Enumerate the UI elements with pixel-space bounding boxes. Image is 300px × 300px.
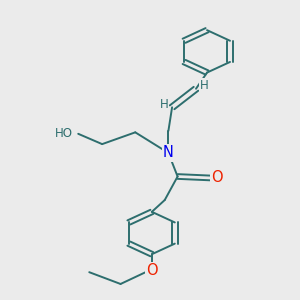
Text: HO: HO: [55, 127, 73, 140]
Text: O: O: [212, 170, 223, 185]
Text: N: N: [163, 146, 174, 160]
Text: H: H: [160, 98, 168, 111]
Text: H: H: [200, 79, 208, 92]
Text: O: O: [146, 263, 158, 278]
